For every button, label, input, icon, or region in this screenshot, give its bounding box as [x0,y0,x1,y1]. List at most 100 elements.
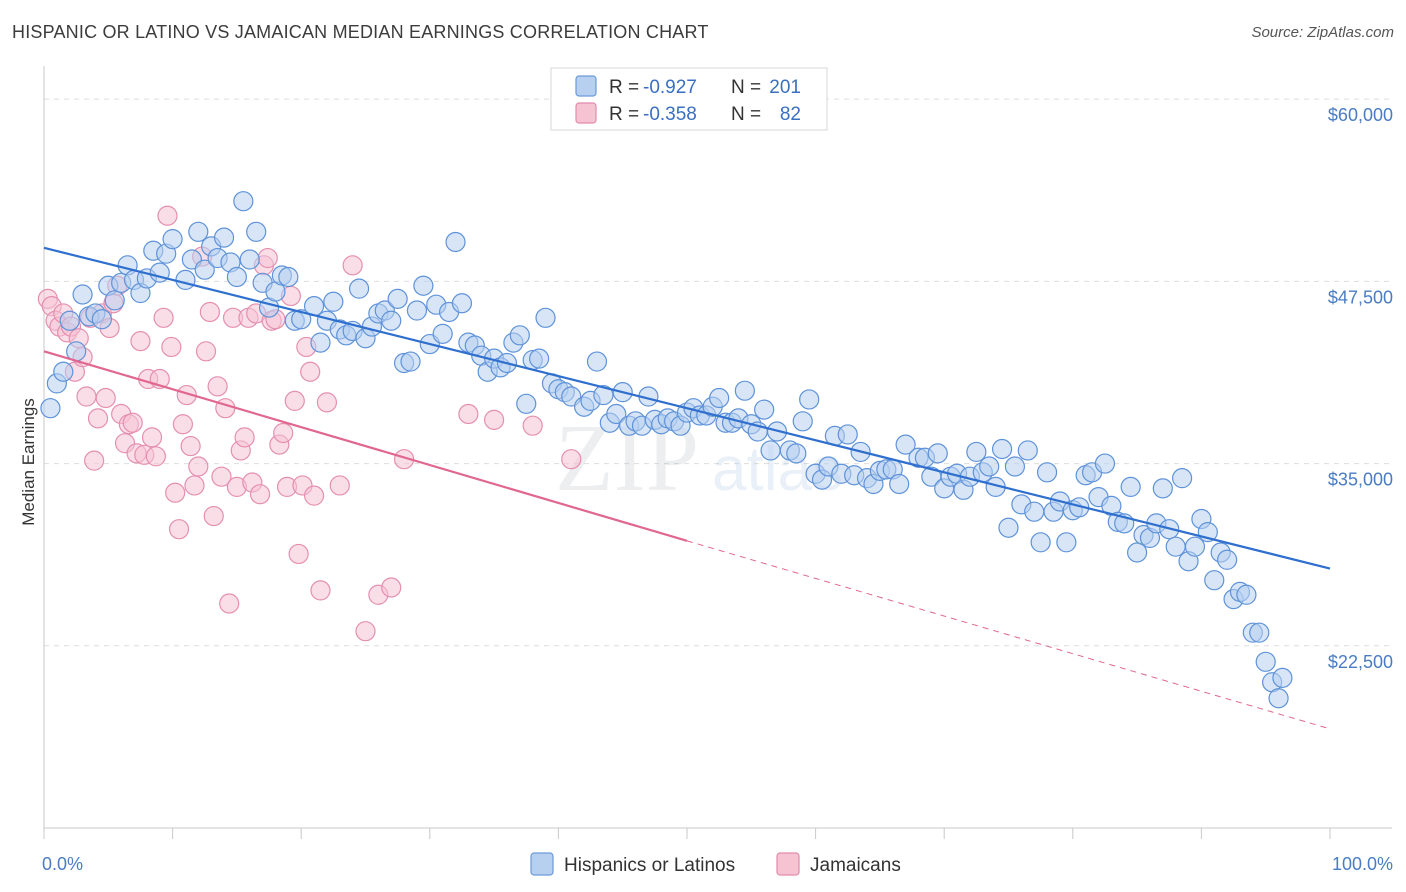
jamaicans-point-31 [157,205,178,226]
hispanics-point-22 [188,221,209,242]
y-tick-label-2: $47,500 [1328,287,1393,307]
jamaicans-point-39 [188,456,209,477]
y-tick-label-3: $60,000 [1328,105,1393,125]
legend-swatch-pink [575,102,597,124]
x-tick-label-1: 100.0% [1332,854,1393,874]
hispanics-point-109 [760,440,781,461]
legend-n-value-1: 201 [769,77,801,98]
jamaicans-point-42 [199,301,220,323]
legend-n-label-2: N = [731,104,761,125]
jamaicans-point-32 [161,336,182,358]
jamaicans-point-24 [130,331,151,352]
hispanics-point-51 [381,310,402,331]
hispanics-point-181 [1236,584,1257,605]
hispanics-point-2 [53,361,74,382]
hispanics-point-8 [91,309,112,330]
x-tick-label-0: 0.0% [42,854,83,874]
legend-r-value-2: -0.358 [643,104,697,125]
jamaicans-point-10 [76,386,97,407]
jamaicans-point-64 [284,390,305,411]
hispanics-point-54 [400,351,421,372]
hispanics-point-141 [979,456,1000,477]
hispanics-point-143 [991,438,1013,460]
hispanics-point-163 [1120,476,1141,497]
hispanics-point-148 [1024,501,1045,522]
jamaicans-point-35 [172,414,193,435]
hispanics-point-113 [792,411,813,432]
legend-r-label-1: R = [609,77,639,98]
hispanics-point-183 [1249,622,1270,643]
legend-n-value-2: 82 [780,104,801,125]
x-tick-labels: 0.0% 100.0% [42,854,1393,874]
jamaicans-point-38 [184,475,205,496]
jamaicans-point-72 [329,475,350,496]
hispanics-point-72 [516,393,537,414]
y-axis-label: Median Earnings [19,398,38,526]
jamaicans-point-57 [257,247,278,269]
hispanics-point-59 [432,323,453,344]
hispanics-point-26 [213,227,235,248]
jamaicans-points [37,205,582,642]
hispanics-point-153 [1056,532,1077,553]
hispanics-point-150 [1036,462,1058,483]
hispanics-point-133 [927,443,948,464]
hispanics-point-0 [40,398,61,419]
legend-box [550,67,828,131]
jamaicans-point-45 [211,466,232,487]
legend-r-label-2: R = [609,104,639,125]
jamaicans-point-65 [288,543,309,565]
hispanics-point-40 [310,332,331,353]
jamaicans-point-70 [310,580,331,601]
hispanics-point-173 [1184,536,1206,557]
hispanics-point-61 [445,231,466,253]
bottom-legend-hispanics: Hispanics or Latinos [564,855,735,876]
jamaicans-trendline-extension [686,540,1331,730]
jamaicans-point-12 [84,450,105,471]
jamaicans-point-44 [207,376,228,397]
hispanics-point-28 [226,266,247,288]
hispanics-point-5 [72,284,93,305]
axes [43,66,1392,839]
jamaicans-point-30 [153,307,174,328]
bottom-legend-swatch-jamaicans [776,852,800,876]
bottom-legend: Hispanics or Latinos Jamaicans [530,852,901,876]
jamaicans-point-22 [122,412,143,433]
hispanics-point-29 [233,191,254,212]
hispanics-point-38 [291,309,312,330]
jamaicans-point-68 [300,361,321,382]
hispanics-point-145 [1004,456,1026,477]
hispanics-point-128 [889,473,910,495]
hispanics-point-3 [59,310,80,331]
hispanics-point-10 [104,290,125,311]
jamaicans-point-47 [219,593,240,614]
hispanics-point-55 [406,300,428,321]
hispanics-point-31 [246,221,267,242]
hispanics-point-71 [509,325,530,346]
hispanics-point-46 [348,278,370,299]
top-legend: R = -0.927 N = 201 R = -0.358 N = 82 [550,67,828,131]
hispanics-point-20 [175,269,196,291]
hispanics-point-120 [837,424,858,445]
hispanics-point-149 [1030,532,1051,553]
hispanics-point-52 [387,288,408,309]
jamaicans-point-27 [141,427,163,448]
hispanics-point-178 [1217,549,1238,570]
hispanics-point-42 [323,291,344,312]
hispanics-trendline [43,246,1331,570]
hispanics-point-62 [451,293,473,314]
hispanics-point-184 [1255,651,1276,672]
hispanics-point-85 [606,403,627,425]
hispanics-point-147 [1017,440,1038,461]
jamaicans-point-81 [561,449,582,470]
hispanics-point-19 [162,228,183,250]
hispanics-point-108 [754,399,775,420]
hispanics-point-23 [194,259,215,280]
hispanics-point-187 [1272,667,1293,688]
hispanics-point-105 [734,380,755,401]
bottom-legend-jamaicans: Jamaicans [810,855,901,876]
jamaicans-point-15 [95,387,116,409]
jamaicans-point-71 [316,392,338,413]
hispanics-point-83 [593,384,614,406]
trendlines [43,246,1331,730]
jamaicans-trendline [43,350,688,542]
